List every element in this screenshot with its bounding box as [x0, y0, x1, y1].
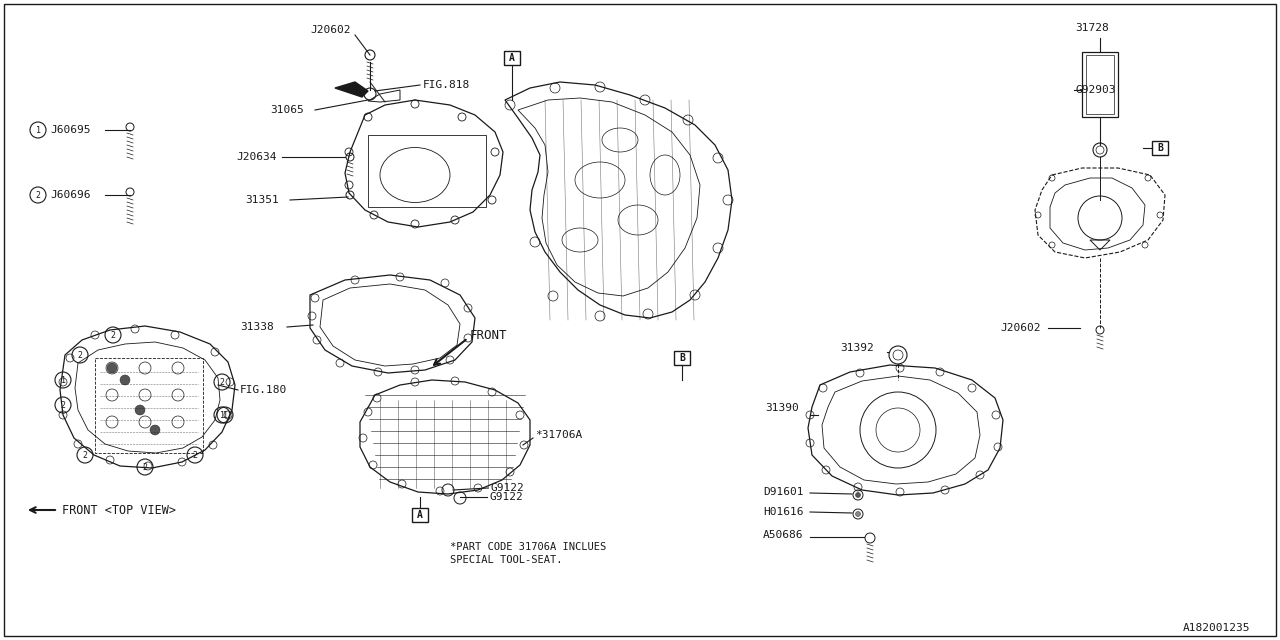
Text: J20602: J20602 — [1000, 323, 1041, 333]
Text: J60696: J60696 — [50, 190, 91, 200]
Text: 31351: 31351 — [244, 195, 279, 205]
Circle shape — [855, 493, 860, 497]
Text: A182001235: A182001235 — [1183, 623, 1251, 633]
Bar — [369, 135, 486, 207]
Text: 31728: 31728 — [1075, 23, 1108, 33]
Text: FIG.818: FIG.818 — [422, 80, 470, 90]
Text: J60695: J60695 — [50, 125, 91, 135]
Text: FRONT <TOP VIEW>: FRONT <TOP VIEW> — [61, 504, 177, 516]
Text: H01616: H01616 — [763, 507, 804, 517]
Circle shape — [134, 405, 145, 415]
Text: 2: 2 — [110, 330, 115, 339]
Text: FIG.180: FIG.180 — [241, 385, 287, 395]
Text: 2: 2 — [142, 463, 147, 472]
Text: 2: 2 — [78, 351, 82, 360]
Text: 2: 2 — [219, 378, 224, 387]
Text: 31392: 31392 — [840, 343, 874, 353]
Text: SPECIAL TOOL-SEAT.: SPECIAL TOOL-SEAT. — [451, 555, 562, 565]
Text: *PART CODE 31706A INCLUES: *PART CODE 31706A INCLUES — [451, 542, 607, 552]
Bar — [1082, 52, 1117, 117]
Text: A: A — [417, 510, 422, 520]
Text: G9122: G9122 — [490, 483, 524, 493]
Text: 2: 2 — [60, 401, 65, 410]
Circle shape — [855, 511, 860, 516]
Bar — [412, 508, 428, 522]
Text: B: B — [1157, 143, 1164, 153]
Circle shape — [120, 375, 131, 385]
Text: 1: 1 — [219, 410, 224, 419]
Text: A: A — [509, 53, 515, 63]
Text: J20634: J20634 — [236, 152, 276, 162]
Text: 31338: 31338 — [241, 322, 274, 332]
Text: J20602: J20602 — [310, 25, 351, 35]
Circle shape — [108, 363, 116, 373]
Text: 1: 1 — [60, 376, 65, 385]
Text: 2: 2 — [82, 451, 87, 460]
Text: *31706A: *31706A — [535, 430, 582, 440]
Text: 1: 1 — [223, 410, 228, 419]
Bar — [1152, 141, 1169, 155]
Circle shape — [150, 425, 160, 435]
Text: G9122: G9122 — [489, 492, 522, 502]
Text: A50686: A50686 — [763, 530, 804, 540]
Text: 31065: 31065 — [270, 105, 303, 115]
Text: FRONT: FRONT — [470, 328, 507, 342]
Text: 1: 1 — [36, 125, 41, 134]
Bar — [1085, 55, 1114, 114]
Polygon shape — [335, 82, 369, 97]
Text: D91601: D91601 — [763, 487, 804, 497]
Text: 31390: 31390 — [765, 403, 799, 413]
Bar — [675, 351, 690, 365]
Text: B: B — [680, 353, 685, 363]
Text: 2: 2 — [36, 191, 41, 200]
Text: 2: 2 — [192, 451, 197, 460]
Bar — [95, 358, 204, 453]
Text: G92903: G92903 — [1075, 85, 1115, 95]
Bar — [504, 51, 520, 65]
